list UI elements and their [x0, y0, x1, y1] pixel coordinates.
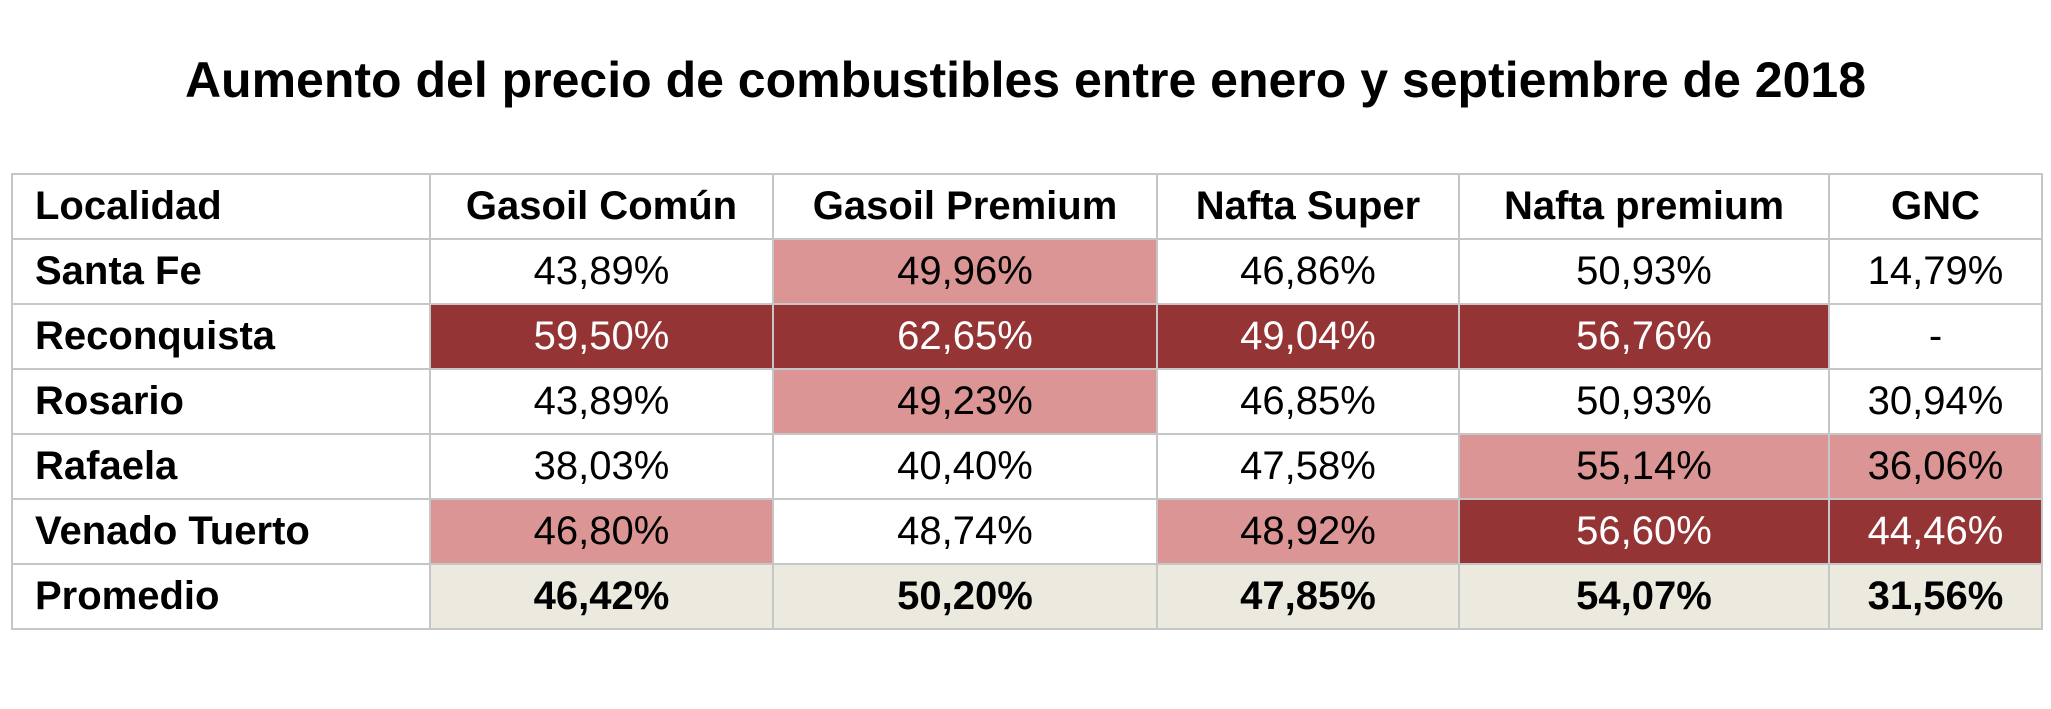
row-label: Santa Fe — [11, 238, 431, 305]
cell-gasoil-comun: 43,89% — [429, 238, 774, 305]
average-cell-nafta-super: 47,85% — [1156, 563, 1460, 630]
cell-nafta-premium: 50,93% — [1458, 368, 1830, 435]
row-label: Promedio — [11, 563, 431, 630]
cell-gasoil-comun: 38,03% — [429, 433, 774, 500]
cell-gasoil-premium: 40,40% — [772, 433, 1158, 500]
cell-gasoil-premium: 62,65% — [772, 303, 1158, 370]
column-header-gasoil-comun: Gasoil Común — [429, 173, 774, 240]
cell-nafta-premium: 56,60% — [1458, 498, 1830, 565]
cell-nafta-premium: 56,76% — [1458, 303, 1830, 370]
cell-gasoil-premium: 49,23% — [772, 368, 1158, 435]
column-header-localidad: Localidad — [11, 173, 431, 240]
table-row-promedio: Promedio 46,42% 50,20% 47,85% 54,07% 31,56% — [11, 563, 2043, 630]
table-row-santa-fe: Santa Fe 43,89% 49,96% 46,86% 50,93% 14,79% — [11, 238, 2043, 305]
cell-gasoil-premium: 49,96% — [772, 238, 1158, 305]
table-row-rafaela: Rafaela 38,03% 40,40% 47,58% 55,14% 36,06% — [11, 433, 2043, 500]
table-title: Aumento del precio de combustibles entre… — [184, 52, 1867, 108]
table-row-venado-tuerto: Venado Tuerto 46,80% 48,74% 48,92% 56,60% 44,… — [11, 498, 2043, 565]
cell-gasoil-comun: 43,89% — [429, 368, 774, 435]
column-header-gasoil-premium: Gasoil Premium — [772, 173, 1158, 240]
row-label: Rosario — [11, 368, 431, 435]
cell-gnc: 36,06% — [1828, 433, 2043, 500]
row-label: Reconquista — [11, 303, 431, 370]
cell-nafta-super: 46,86% — [1156, 238, 1460, 305]
average-cell-gasoil-comun: 46,42% — [429, 563, 774, 630]
cell-gnc: 14,79% — [1828, 238, 2043, 305]
cell-nafta-super: 48,92% — [1156, 498, 1460, 565]
header-row: Localidad Gasoil Común Gasoil Premium Na… — [11, 173, 2043, 240]
cell-gnc: 44,46% — [1828, 498, 2043, 565]
column-header-nafta-premium: Nafta premium — [1458, 173, 1830, 240]
table-body: Santa Fe 43,89% 49,96% 46,86% 50,93% 14,79% Re… — [11, 238, 2043, 630]
cell-nafta-super: 46,85% — [1156, 368, 1460, 435]
average-cell-nafta-premium: 54,07% — [1458, 563, 1830, 630]
cell-gnc: - — [1828, 303, 2043, 370]
cell-gasoil-comun: 46,80% — [429, 498, 774, 565]
row-label: Venado Tuerto — [11, 498, 431, 565]
column-header-gnc: GNC — [1828, 173, 2043, 240]
cell-gasoil-comun: 59,50% — [429, 303, 774, 370]
average-cell-gnc: 31,56% — [1828, 563, 2043, 630]
table-row-rosario: Rosario 43,89% 49,23% 46,85% 50,93% 30,94% — [11, 368, 2043, 435]
fuel-price-table: Localidad Gasoil Común Gasoil Premium Na… — [11, 173, 2043, 630]
cell-nafta-super: 49,04% — [1156, 303, 1460, 370]
cell-nafta-premium: 50,93% — [1458, 238, 1830, 305]
column-header-nafta-super: Nafta Super — [1156, 173, 1460, 240]
cell-gnc: 30,94% — [1828, 368, 2043, 435]
average-cell-gasoil-premium: 50,20% — [772, 563, 1158, 630]
table-row-reconquista: Reconquista 59,50% 62,65% 49,04% 56,76% - — [11, 303, 2043, 370]
cell-gasoil-premium: 48,74% — [772, 498, 1158, 565]
cell-nafta-super: 47,58% — [1156, 433, 1460, 500]
row-label: Rafaela — [11, 433, 431, 500]
cell-nafta-premium: 55,14% — [1458, 433, 1830, 500]
